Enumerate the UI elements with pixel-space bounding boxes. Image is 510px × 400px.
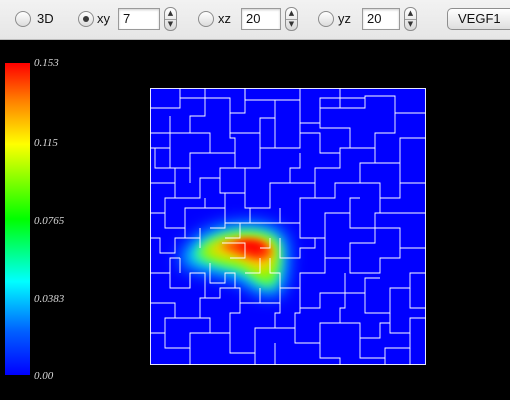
xz-slice-field[interactable]: 20 bbox=[241, 8, 281, 30]
color-scale-bar bbox=[5, 63, 30, 375]
stepper-up-icon[interactable]: ▲ bbox=[167, 9, 174, 17]
radio-3d-label: 3D bbox=[37, 11, 54, 26]
stepper-down-icon[interactable]: ▼ bbox=[407, 20, 414, 28]
xz-slice-stepper[interactable]: ▲ ▼ bbox=[285, 7, 298, 31]
color-scale-max: 0.153 bbox=[34, 57, 59, 69]
radio-yz-label: yz bbox=[338, 11, 351, 26]
radio-xy[interactable] bbox=[78, 11, 94, 27]
color-scale-tick: 0.0383 bbox=[34, 293, 65, 305]
stepper-down-icon[interactable]: ▼ bbox=[167, 20, 174, 28]
yz-slice-stepper[interactable]: ▲ ▼ bbox=[404, 7, 417, 31]
stepper-up-icon[interactable]: ▲ bbox=[407, 9, 414, 17]
color-scale-tick: 0.115 bbox=[34, 137, 58, 149]
stepper-up-icon[interactable]: ▲ bbox=[288, 9, 295, 17]
color-scale-min: 0.00 bbox=[34, 370, 54, 382]
color-scale-tick: 0.0765 bbox=[34, 215, 65, 227]
radio-xz-label: xz bbox=[218, 11, 231, 26]
yz-slice-field[interactable]: 20 bbox=[362, 8, 400, 30]
cell-boundaries bbox=[150, 88, 426, 365]
concentration-heatmap[interactable] bbox=[150, 88, 426, 365]
radio-yz[interactable] bbox=[318, 11, 334, 27]
stepper-down-icon[interactable]: ▼ bbox=[288, 20, 295, 28]
radio-xy-label: xy bbox=[97, 11, 110, 26]
xy-slice-stepper[interactable]: ▲ ▼ bbox=[164, 7, 177, 31]
radio-xz[interactable] bbox=[198, 11, 214, 27]
xy-slice-field[interactable]: 7 bbox=[118, 8, 160, 30]
radio-3d[interactable] bbox=[15, 11, 31, 27]
variable-select[interactable]: VEGF1 bbox=[447, 8, 510, 30]
view-toolbar: 3D xy 7 ▲ ▼ xz 20 ▲ ▼ yz 20 ▲ ▼ VEGF1 bbox=[0, 0, 510, 40]
